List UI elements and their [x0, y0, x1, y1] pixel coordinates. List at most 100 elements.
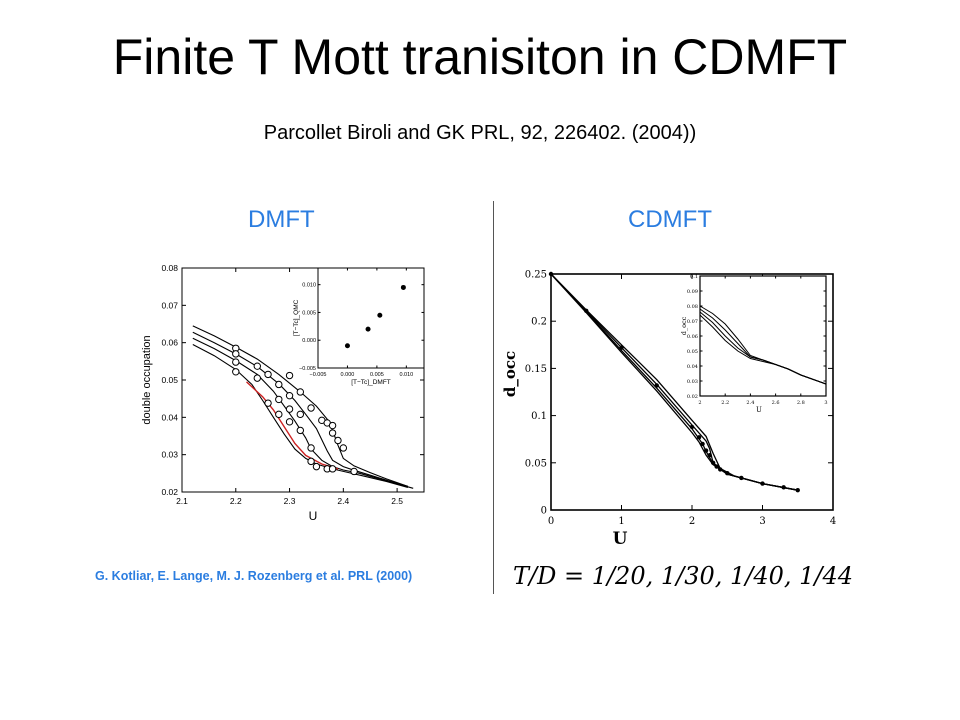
cdmft-inset-x-tick-label: 2.2: [721, 400, 729, 406]
cdmft-y-tick-label: 0.25: [525, 270, 547, 281]
dmft-x-tick-label: 2.2: [230, 496, 242, 506]
cdmft-x-tick-label: 1: [618, 516, 624, 527]
cdmft-x-tick-label: 3: [759, 516, 765, 527]
dmft-x-axis-label: U: [309, 509, 318, 523]
cdmft-x-tick-label: 4: [830, 516, 836, 527]
cdmft-x-axis-label: U: [613, 529, 628, 549]
dmft-y-tick-label: 0.08: [161, 263, 178, 273]
dmft-data-point: [296, 426, 305, 435]
dmft-data-point: [307, 444, 315, 452]
dmft-x-tick-label: 2.3: [284, 496, 296, 506]
dmft-inset-x-tick-label: −0.005: [310, 372, 327, 378]
dmft-inset-plot-frame: [317, 267, 425, 369]
dmft-data-point: [339, 444, 348, 452]
cdmft-data-point: [619, 345, 624, 350]
panel-divider: [493, 201, 494, 594]
cdmft-inset-x-tick-label: 2: [698, 400, 701, 406]
slide-subtitle: Parcollet Biroli and GK PRL, 92, 226402.…: [263, 122, 697, 144]
cdmft-data-point: [703, 448, 709, 453]
dmft-data-point: [328, 429, 337, 437]
dmft-inset-y-tick-label: 0.010: [302, 283, 316, 289]
cdmft-data-point: [710, 460, 716, 465]
dmft-inset-point: [365, 326, 371, 332]
cdmft-y-tick-label: 0.15: [525, 364, 547, 375]
cdmft-data-point: [718, 467, 723, 472]
cdmft-inset-x-label: U: [756, 406, 762, 414]
dmft-series-line: [192, 344, 409, 489]
dmft-inset-point: [344, 343, 350, 349]
dmft-inset-point: [377, 312, 383, 318]
cdmft-inset-y-tick-label: 0.03: [687, 379, 698, 385]
dmft-data-point: [296, 388, 305, 396]
dmft-x-tick-label: 2.5: [391, 496, 403, 506]
dmft-data-point: [232, 350, 240, 358]
dmft-inset-y-tick-label: 0.005: [302, 310, 316, 316]
cdmft-inset-y-tick-label: 0.1: [690, 274, 698, 280]
dmft-data-point: [264, 370, 272, 379]
cdmft-inset-x-tick-label: 2.4: [746, 400, 754, 406]
dmft-data-point: [232, 358, 240, 366]
cdmft-inset-y-tick-label: 0.09: [687, 289, 698, 295]
dmft-label: DMFT: [248, 206, 315, 233]
dmft-y-tick-label: 0.04: [161, 412, 178, 422]
dmft-inset-background: [318, 268, 424, 368]
dmft-data-point: [232, 368, 240, 376]
cdmft-y-tick-label: 0.05: [525, 458, 547, 469]
dmft-series-line: [192, 331, 409, 487]
cdmft-data-point: [696, 435, 702, 440]
cdmft-data-point: [714, 464, 719, 469]
cdmft-data-point: [781, 485, 786, 490]
cdmft-label: CDMFT: [628, 206, 712, 233]
cdmft-inset-series-line: [699, 314, 827, 385]
dmft-inset-x-tick-label: 0.000: [341, 372, 355, 378]
temperature-formula: T/D = 1/20, 1/30, 1/40, 1/44: [513, 562, 854, 590]
dmft-data-point: [275, 380, 283, 389]
dmft-y-axis-label: double occupation: [141, 335, 153, 424]
cdmft-data-point: [548, 271, 554, 277]
dmft-data-point: [307, 404, 315, 412]
cdmft-inset-y-tick-label: 0.05: [687, 349, 698, 355]
dmft-data-point: [275, 410, 283, 419]
cdmft-inset-y-tick-label: 0.07: [687, 319, 698, 325]
cdmft-inset-x-tick-label: 2.6: [772, 400, 780, 406]
dmft-data-point: [275, 395, 283, 404]
cdmft-inset-y-tick-label: 0.04: [687, 364, 698, 370]
dmft-data-point: [285, 405, 294, 413]
dmft-data-point: [328, 465, 337, 473]
cdmft-data-point: [795, 487, 800, 493]
cdmft-data-point: [689, 424, 695, 430]
cdmft-data-point: [654, 383, 659, 388]
dmft-data-point: [264, 399, 272, 407]
dmft-fit-line: [246, 381, 339, 470]
cdmft-data-point: [584, 308, 589, 314]
dmft-y-tick-label: 0.07: [161, 300, 178, 310]
dmft-data-point: [334, 436, 342, 445]
dmft-y-tick-label: 0.05: [161, 375, 178, 385]
dmft-data-point: [312, 462, 321, 471]
dmft-x-tick-label: 2.1: [176, 496, 188, 506]
cdmft-inset-x-tick-label: 3: [824, 400, 827, 406]
cdmft-data-point: [760, 481, 765, 486]
cdmft-inset-y-tick-label: 0.06: [687, 334, 698, 340]
cdmft-y-tick-label: 0.2: [531, 317, 547, 328]
dmft-data-point: [350, 467, 358, 476]
dmft-data-point: [285, 391, 294, 400]
dmft-inset-y-tick-label: −0.005: [299, 366, 316, 372]
dmft-y-tick-label: 0.02: [161, 487, 178, 497]
dmft-inset-y-tick-label: 0.000: [302, 338, 316, 344]
cdmft-series-line: [550, 273, 798, 491]
dmft-inset-x-tick-label: 0.010: [399, 372, 413, 378]
dmft-data-point: [253, 374, 261, 382]
dmft-series-line: [192, 325, 409, 487]
dmft-data-point: [307, 457, 315, 466]
cdmft-x-tick-label: 0: [548, 516, 554, 527]
cdmft-x-tick-label: 2: [689, 516, 695, 527]
cdmft-y-axis-label: d_occ: [501, 351, 519, 397]
cdmft-data-point: [700, 441, 705, 447]
dmft-data-point: [285, 418, 294, 426]
cdmft-data-point: [725, 470, 730, 476]
dmft-inset-point: [400, 284, 406, 290]
dmft-data-point: [285, 371, 294, 380]
